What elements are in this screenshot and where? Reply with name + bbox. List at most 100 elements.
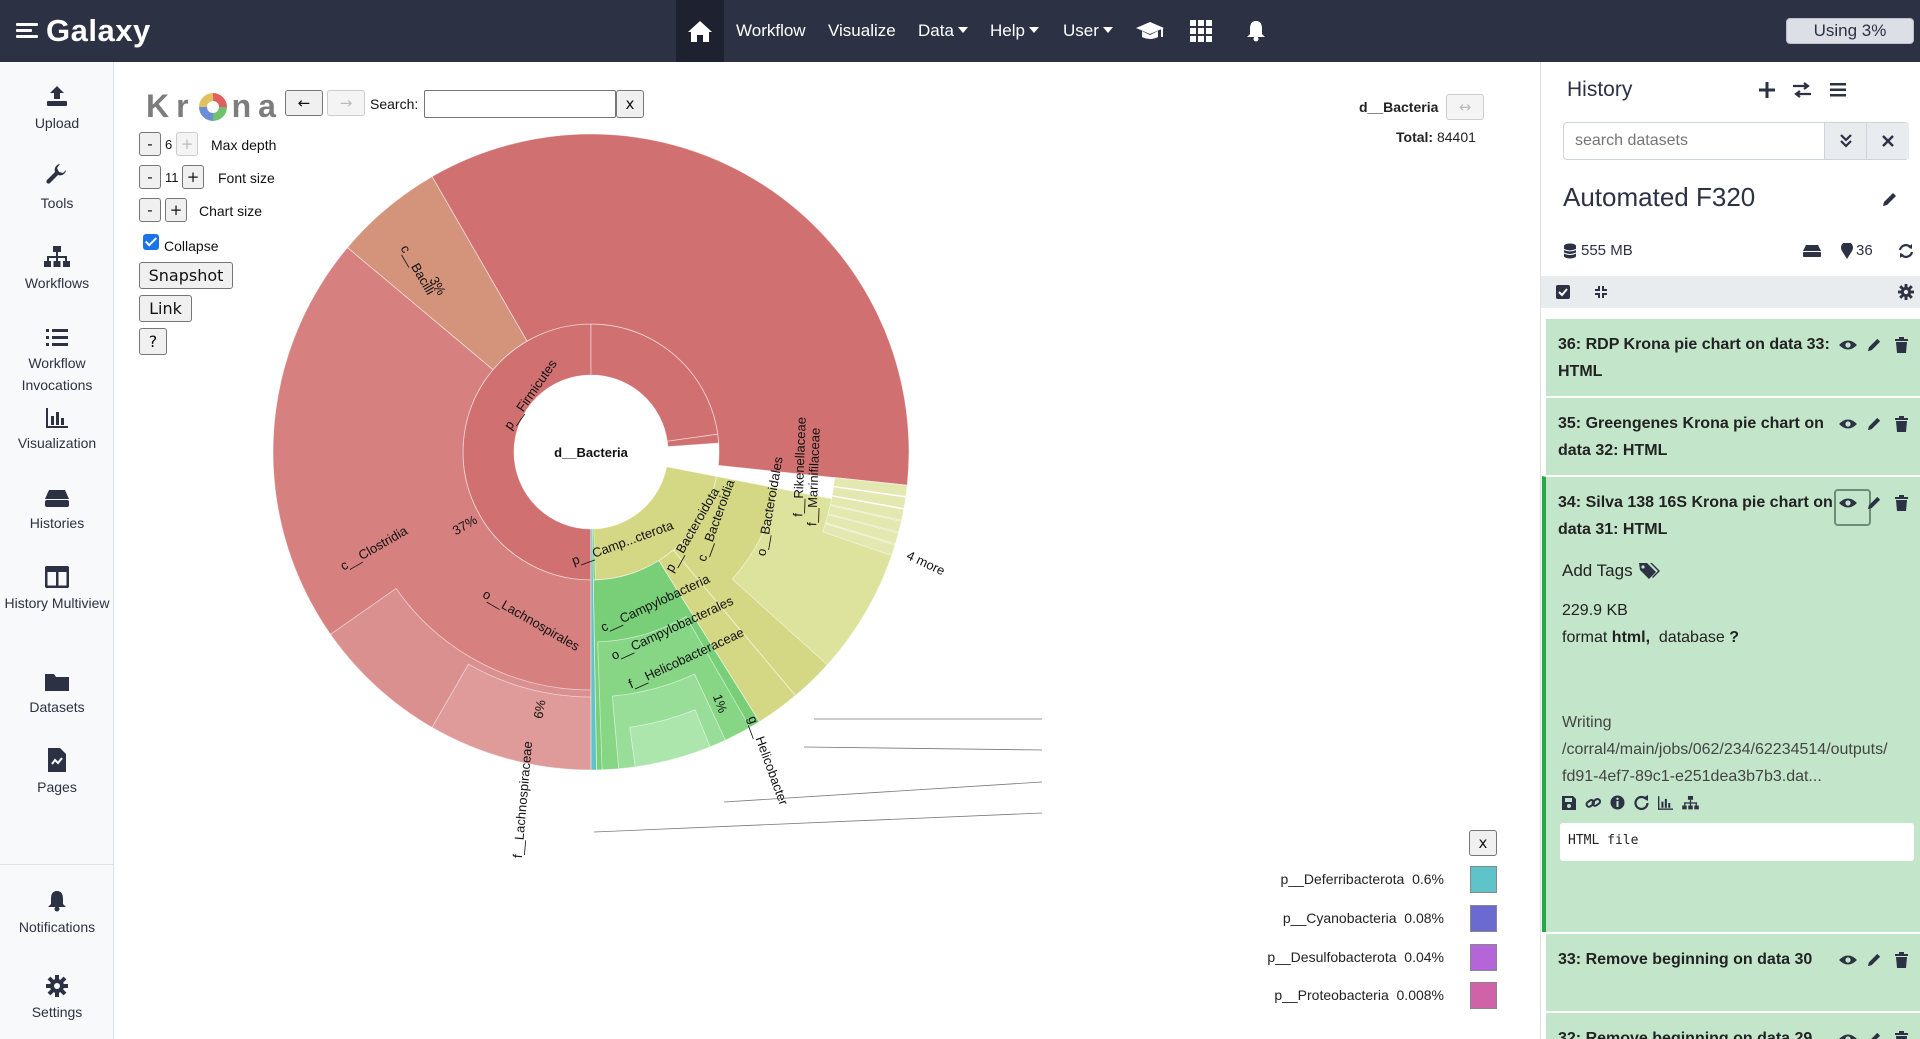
chart-size-decrease[interactable]: - — [139, 198, 161, 222]
wedge-bacteroidota-family[interactable] — [833, 477, 908, 497]
legend-item-deferribacterota[interactable]: p__Deferribacterota 0.6% — [1281, 871, 1444, 887]
font-size-increase[interactable]: + — [182, 165, 204, 189]
dataset-item-36[interactable]: 36: RDP Krona pie chart on data 33: HTML — [1546, 318, 1920, 396]
advanced-search-toggle[interactable] — [1824, 123, 1866, 159]
add-tags-button[interactable]: Add Tags — [1562, 557, 1661, 584]
home-button[interactable] — [676, 0, 724, 62]
activity-datasets[interactable]: Datasets — [0, 662, 114, 718]
wedge-bacteroidota-family[interactable] — [825, 514, 899, 545]
trash-icon[interactable] — [1892, 950, 1911, 969]
activity-pages[interactable]: Pages — [0, 742, 114, 798]
apps-grid-icon[interactable] — [1186, 16, 1216, 46]
legend-item-desulfobacterota[interactable]: p__Desulfobacterota 0.04% — [1267, 949, 1444, 965]
nav-user[interactable]: User — [1063, 0, 1113, 62]
krona-back-button[interactable]: ← — [285, 90, 323, 116]
database-value[interactable]: ? — [1729, 629, 1739, 646]
pencil-icon[interactable] — [1865, 493, 1884, 512]
wedge-bacteroidota-family[interactable] — [827, 504, 902, 533]
history-options-menu-icon[interactable] — [1828, 80, 1848, 100]
search-clear-button[interactable]: x — [616, 90, 644, 118]
gear-icon[interactable] — [1896, 282, 1916, 302]
bell-icon[interactable] — [1241, 16, 1271, 46]
dataset-item-34-expanded[interactable]: 34: Silva 138 16S Krona pie chart on dat… — [1542, 476, 1920, 932]
switch-history-icon[interactable] — [1791, 80, 1813, 100]
trash-icon[interactable] — [1892, 335, 1911, 354]
info-icon[interactable] — [1610, 795, 1625, 810]
wedge-lachnospiraceae[interactable] — [431, 663, 592, 771]
krona-sunburst-chart[interactable]: d__Bacteriap__Firmicutesc__Bacilli3%c__C… — [114, 62, 1540, 1039]
font-size-decrease[interactable]: - — [139, 165, 161, 189]
history-name[interactable]: Automated F320 — [1563, 182, 1756, 212]
activity-workflow-invocations[interactable]: Workflow Invocations — [0, 318, 114, 396]
clear-search-button[interactable] — [1866, 123, 1909, 159]
nav-help[interactable]: Help — [990, 0, 1039, 62]
max-depth-increase[interactable]: + — [176, 132, 198, 156]
pencil-icon[interactable] — [1865, 335, 1884, 354]
activity-visualization[interactable]: Visualization — [0, 398, 114, 454]
help-button[interactable]: ? — [139, 328, 167, 355]
dataset-title[interactable]: 34: Silva 138 16S Krona pie chart on dat… — [1558, 489, 1848, 543]
wedge-bacteroidota-family[interactable] — [829, 495, 905, 521]
wedge-bacteroidota-family[interactable] — [831, 486, 907, 509]
graduation-cap-icon[interactable] — [1135, 16, 1165, 46]
activity-settings[interactable]: Settings — [0, 967, 114, 1023]
dataset-item-33[interactable]: 33: Remove beginning on data 30 — [1546, 933, 1920, 1011]
dataset-title[interactable]: 35: Greengenes Krona pie chart on data 3… — [1558, 410, 1848, 464]
history-size[interactable]: 555 MB — [1563, 242, 1633, 259]
eye-icon[interactable] — [1838, 414, 1857, 433]
eye-icon[interactable] — [1838, 493, 1857, 512]
activity-notifications[interactable]: Notifications — [0, 882, 114, 938]
eye-icon[interactable] — [1838, 335, 1857, 354]
chart-size-increase[interactable]: + — [165, 198, 187, 222]
legend-item-cyanobacteria[interactable]: p__Cyanobacteria 0.08% — [1283, 910, 1444, 926]
trash-icon[interactable] — [1892, 414, 1911, 433]
dataset-title[interactable]: 32: Remove beginning on data 29 — [1558, 1025, 1848, 1039]
history-dataset-count[interactable]: 36 — [1841, 242, 1873, 259]
edit-history-pencil-icon[interactable] — [1879, 188, 1901, 210]
wedge-bacteroidota-family[interactable] — [822, 523, 896, 557]
focus-expand-button[interactable]: ↔ — [1446, 94, 1484, 120]
chart-bar-icon[interactable] — [1658, 795, 1673, 810]
activity-workflows[interactable]: Workflows — [0, 238, 114, 294]
sitemap-icon[interactable] — [1682, 795, 1699, 810]
eye-icon[interactable] — [1838, 950, 1857, 969]
refresh-history-icon[interactable] — [1896, 242, 1916, 260]
wedge-firmicutes-outer[interactable] — [431, 133, 910, 486]
pencil-icon[interactable] — [1865, 1029, 1884, 1039]
link-button[interactable]: Link — [139, 295, 192, 322]
activity-upload[interactable]: Upload — [0, 78, 114, 134]
rerun-icon[interactable] — [1634, 795, 1649, 810]
activity-history-multiview[interactable]: History Multiview — [0, 558, 114, 614]
krona-forward-button[interactable]: → — [327, 90, 365, 116]
save-icon[interactable] — [1562, 795, 1576, 810]
max-depth-decrease[interactable]: - — [139, 132, 161, 156]
quota-meter[interactable]: Using 3% — [1786, 18, 1914, 44]
dataset-item-35[interactable]: 35: Greengenes Krona pie chart on data 3… — [1546, 397, 1920, 475]
nav-visualize[interactable]: Visualize — [828, 21, 896, 40]
krona-search-input[interactable] — [424, 90, 616, 118]
snapshot-button[interactable]: Snapshot — [139, 262, 233, 289]
trash-icon[interactable] — [1892, 1029, 1911, 1039]
dataset-title[interactable]: 36: RDP Krona pie chart on data 33: HTML — [1558, 331, 1848, 385]
history-storage-icon[interactable] — [1801, 242, 1823, 260]
select-all-checkbox-icon[interactable] — [1553, 282, 1573, 302]
activity-histories[interactable]: Histories — [0, 478, 114, 534]
wedge-helicobacter[interactable] — [629, 709, 711, 768]
collapse-checkbox[interactable] — [143, 234, 159, 250]
nav-workflow[interactable]: Workflow — [736, 21, 806, 40]
new-history-plus-icon[interactable] — [1757, 80, 1777, 100]
link-icon[interactable] — [1585, 796, 1601, 810]
center-hole[interactable] — [514, 375, 668, 529]
wedge-bacteroidota-outer[interactable] — [658, 549, 796, 723]
wedge-bacilli[interactable] — [346, 176, 528, 371]
trash-icon[interactable] — [1892, 493, 1911, 512]
legend-item-proteobacteria[interactable]: p__Proteobacteria 0.008% — [1274, 987, 1444, 1003]
nav-data[interactable]: Data — [918, 0, 968, 62]
history-search-input[interactable] — [1564, 123, 1824, 159]
eye-icon[interactable] — [1838, 1029, 1857, 1039]
dataset-item-32[interactable]: 32: Remove beginning on data 29 — [1546, 1012, 1920, 1039]
legend-close-button[interactable]: x — [1469, 830, 1497, 856]
pencil-icon[interactable] — [1865, 950, 1884, 969]
collapse-all-icon[interactable] — [1591, 282, 1611, 302]
galaxy-brand[interactable]: Galaxy — [16, 10, 151, 52]
